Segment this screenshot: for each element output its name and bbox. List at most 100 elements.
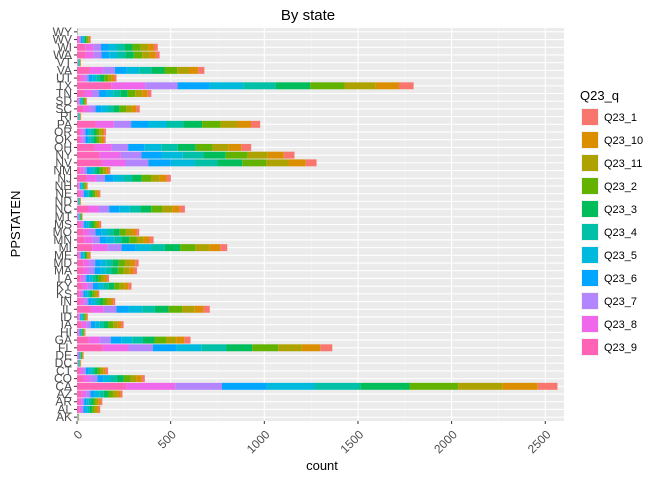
y-tick-label: LA — [57, 271, 72, 285]
y-tick-label: HI — [60, 325, 72, 339]
bar-segment-sc-q23_10 — [131, 105, 137, 113]
bar-segment-oh-q23_10 — [228, 143, 242, 151]
bar-segment-ut-q23_1 — [114, 74, 117, 82]
bar-segment-ct-q23_9 — [77, 367, 80, 375]
bars-layer — [77, 28, 558, 421]
bar-segment-az-q23_4 — [99, 390, 104, 398]
bar-segment-al-q23_7 — [81, 405, 84, 413]
bar-segment-az-q23_6 — [90, 390, 95, 398]
bar-segment-co-q23_7 — [90, 375, 98, 383]
bar-segment-nv-q23_4 — [194, 159, 218, 167]
legend-label-q23_2: Q23_2 — [604, 181, 637, 193]
bar-segment-md-q23_5 — [100, 259, 107, 267]
bar-segment-pa-q23_2 — [202, 120, 221, 128]
bar-segment-ok-q23_9 — [77, 136, 80, 144]
bar-segment-md-q23_7 — [89, 259, 96, 267]
bar-segment-nh-q23_3 — [83, 182, 85, 190]
bar-segment-me-q23_11 — [87, 251, 89, 259]
bar-segment-mo-q23_5 — [101, 228, 108, 236]
legend-label-q23_3: Q23_3 — [604, 204, 637, 216]
bar-segment-mn-q23_6 — [99, 236, 107, 244]
bar-segment-az-q23_3 — [103, 390, 109, 398]
bar-segment-id-q23_9 — [77, 313, 79, 321]
bar-segment-sd-q23_3 — [82, 97, 84, 105]
y-tick-label: ID — [60, 310, 72, 324]
y-tick-label: NH — [55, 179, 72, 193]
bar-segment-ne-q23_1 — [99, 190, 101, 198]
bar-segment-md-q23_9 — [77, 259, 84, 267]
bar-segment-oh-q23_1 — [241, 143, 252, 151]
legend-label-q23_1: Q23_1 — [604, 112, 637, 124]
bar-segment-de-q23_5 — [79, 352, 81, 359]
legend-label-q23_9: Q23_9 — [604, 342, 637, 354]
bar-segment-la-q23_10 — [104, 274, 107, 282]
bar-segment-ms-q23_7 — [81, 221, 85, 228]
y-tick-label: DE — [55, 349, 72, 363]
bar-segment-nm-q23_2 — [99, 167, 104, 175]
bar-segment-mi-q23_4 — [150, 244, 165, 252]
bar-segment-ut-q23_6 — [88, 74, 93, 82]
bar-segment-de-q23_3 — [80, 352, 82, 359]
bar-segment-mo-q23_2 — [119, 228, 126, 236]
bar-segment-ct-q23_8 — [79, 367, 83, 375]
legend-swatch-q23_7 — [582, 293, 598, 309]
bar-segment-sd-q23_10 — [85, 97, 87, 105]
bar-segment-de-q23_1 — [83, 352, 84, 359]
bar-segment-ar-q23_10 — [98, 398, 101, 406]
y-tick-label: NC — [55, 202, 73, 216]
y-tick-label: CA — [55, 379, 72, 393]
bar-segment-wa-q23_5 — [109, 51, 118, 59]
bar-segment-tx-q23_3 — [275, 82, 311, 90]
bar-segment-pa-q23_10 — [237, 120, 252, 128]
bar-segment-wi-q23_5 — [108, 43, 117, 51]
bar-segment-wa-q23_3 — [125, 51, 134, 59]
bar-segment-ca-q23_3 — [360, 382, 410, 390]
bar-segment-wa-q23_4 — [117, 51, 126, 59]
bar-segment-mo-q23_8 — [83, 228, 90, 236]
bar-segment-ny-q23_6 — [141, 151, 162, 159]
bar-segment-ia-q23_5 — [95, 321, 100, 329]
bar-segment-mi-q23_5 — [135, 244, 151, 252]
bar-segment-fl-q23_3 — [226, 344, 253, 352]
bar-segment-sc-q23_11 — [126, 105, 132, 113]
x-tick-label: 1500 — [338, 427, 367, 456]
x-tick-label: 2500 — [525, 427, 554, 456]
bar-segment-ky-q23_9 — [77, 282, 83, 290]
bar-segment-ok-q23_3 — [93, 136, 97, 144]
bar-segment-ks-q23_1 — [97, 290, 100, 298]
bar-segment-co-q23_8 — [83, 375, 91, 383]
y-tick-label: OH — [54, 140, 72, 154]
bar-segment-nv-q23_1 — [305, 159, 317, 167]
bar-segment-nm-q23_11 — [103, 167, 107, 175]
legend-swatch-q23_8 — [582, 316, 598, 332]
bar-segment-ms-q23_2 — [93, 221, 96, 228]
bar-segment-nj-q23_7 — [95, 174, 105, 182]
bar-segment-ut-q23_5 — [92, 74, 97, 82]
bar-segment-fl-q23_11 — [278, 344, 302, 352]
bar-segment-in-q23_4 — [95, 298, 100, 306]
bar-segment-ga-q23_9 — [77, 336, 89, 344]
legend-swatch-q23_6 — [582, 270, 598, 286]
bar-segment-md-q23_8 — [83, 259, 90, 267]
bar-segment-al-q23_8 — [79, 405, 82, 413]
bar-segment-az-q23_7 — [86, 390, 91, 398]
bar-segment-wv-q23_10 — [88, 36, 90, 44]
bar-segment-ok-q23_5 — [88, 136, 91, 144]
bar-segment-ar-q23_9 — [77, 398, 80, 406]
bar-segment-id-q23_5 — [81, 313, 83, 321]
bar-segment-ct-q23_4 — [91, 367, 95, 375]
bar-segment-mi-q23_3 — [164, 244, 181, 252]
bar-segment-md-q23_11 — [124, 259, 131, 267]
bar-segment-ut-q23_4 — [96, 74, 101, 82]
legend-swatch-q23_11 — [582, 155, 598, 171]
bar-segment-ga-q23_3 — [142, 336, 155, 344]
bar-segment-ky-q23_11 — [119, 282, 125, 290]
bar-segment-in-q23_6 — [88, 298, 92, 306]
y-tick-label: MA — [54, 264, 72, 278]
bar-segment-pa-q23_4 — [165, 120, 184, 128]
bar-segment-sd-q23_5 — [80, 97, 82, 105]
y-tick-label: OR — [54, 125, 72, 139]
bar-segment-nv-q23_5 — [170, 159, 195, 167]
legend-label-q23_5: Q23_5 — [604, 250, 637, 262]
bar-segment-ny-q23_2 — [225, 151, 248, 159]
